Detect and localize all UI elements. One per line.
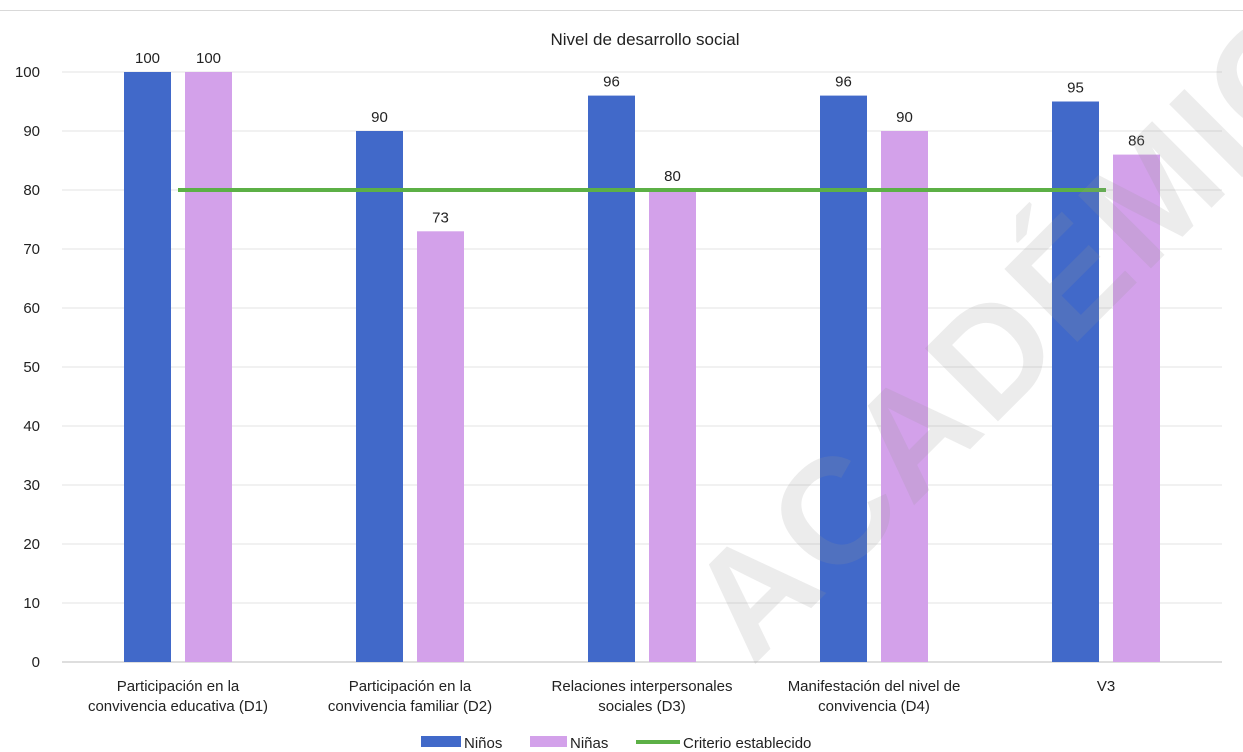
data-label: 96: [835, 74, 852, 91]
x-tick-label: convivencia educativa (D1): [88, 698, 268, 715]
x-tick-label: convivencia familiar (D2): [328, 698, 492, 715]
bar: [1113, 154, 1160, 662]
y-tick-label: 0: [32, 654, 40, 671]
x-tick-label: Manifestación del nivel de: [788, 678, 961, 695]
x-tick-label: Relaciones interpersonales: [552, 678, 733, 695]
legend-swatch: [530, 736, 567, 747]
legend: Niños Niñas Criterio establecido: [421, 735, 811, 752]
x-tick-label: convivencia (D4): [818, 698, 930, 715]
data-label: 90: [371, 109, 388, 126]
bar: [820, 95, 867, 663]
data-label: 80: [664, 168, 681, 185]
data-label: 86: [1128, 133, 1145, 150]
bar: [417, 231, 464, 663]
chart-title: Nivel de desarrollo social: [551, 30, 740, 49]
y-tick-label: 30: [23, 477, 40, 494]
y-tick-label: 80: [23, 182, 40, 199]
top-border: [0, 10, 1243, 11]
x-tick-label: Participación en la: [349, 678, 472, 695]
legend-swatch: [421, 736, 461, 747]
y-tick-label: 50: [23, 359, 40, 376]
data-label: 95: [1067, 80, 1084, 97]
data-label: 100: [135, 50, 160, 67]
bar: [588, 95, 635, 663]
data-label: 96: [603, 74, 620, 91]
data-labels: 100 100 90 73 96 80 96 90 95 86: [135, 50, 1145, 226]
y-tick-label: 10: [23, 595, 40, 612]
legend-label: Criterio establecido: [683, 735, 811, 752]
y-tick-label: 20: [23, 536, 40, 553]
legend-label: Niños: [464, 735, 502, 752]
x-tick-label: Participación en la: [117, 678, 240, 695]
bar: [356, 131, 403, 662]
legend-label: Niñas: [570, 735, 608, 752]
y-tick-label: 90: [23, 123, 40, 140]
gridlines: [62, 71, 1222, 663]
y-axis-ticks: 0 10 20 30 40 50 60 70 80 90 100: [15, 64, 40, 671]
x-tick-label: sociales (D3): [598, 698, 686, 715]
bar: [124, 72, 171, 662]
y-tick-label: 60: [23, 300, 40, 317]
x-axis-labels: Participación en la convivencia educativa…: [88, 678, 1115, 715]
y-tick-label: 40: [23, 418, 40, 435]
bar: [185, 72, 232, 662]
x-tick-label: V3: [1097, 678, 1115, 695]
data-label: 90: [896, 109, 913, 126]
bar: [649, 190, 696, 662]
data-label: 100: [196, 50, 221, 67]
bar: [1052, 101, 1099, 662]
y-tick-label: 70: [23, 241, 40, 258]
data-label: 73: [432, 209, 449, 226]
y-tick-label: 100: [15, 64, 40, 81]
bar: [881, 131, 928, 662]
